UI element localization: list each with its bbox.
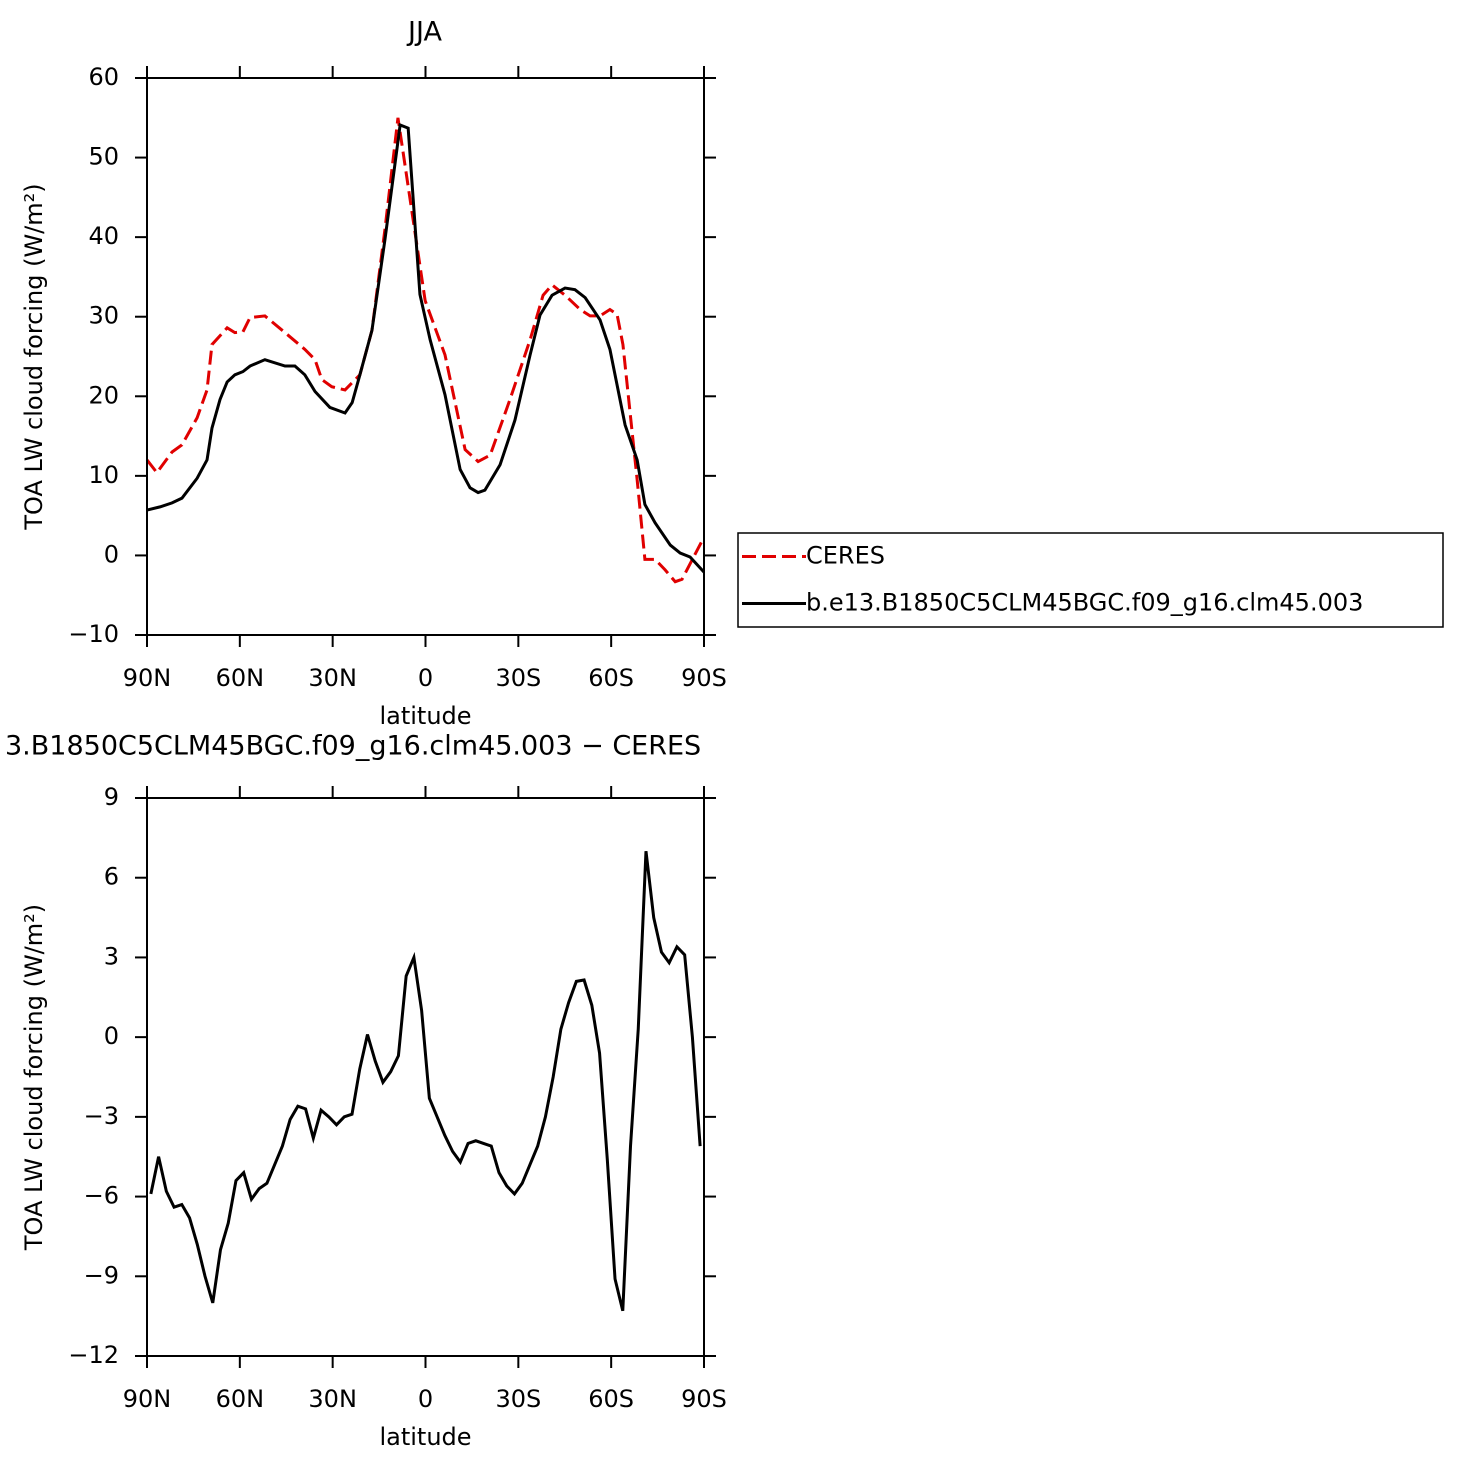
y-tick-label: 0 [104,540,119,568]
y-tick-label: −3 [84,1102,119,1130]
y-axis-label: TOA LW cloud forcing (W/m²) [20,904,48,1251]
x-tick-label: 30N [308,664,357,692]
legend-box [737,532,1444,628]
x-tick-label: 60N [216,1385,265,1413]
y-tick-label: 50 [88,143,119,171]
data-line [146,122,706,574]
y-tick-label: 0 [104,1022,119,1050]
y-tick-label: 40 [88,222,119,250]
y-tick-label: 20 [88,381,119,409]
legend-label: CERES [806,542,885,570]
chart-title: JJA [406,17,442,48]
x-tick-label: 90S [681,1385,727,1413]
y-tick-label: −12 [68,1341,119,1369]
y-tick-label: 30 [88,302,119,330]
x-tick-label: 0 [418,1385,433,1413]
x-tick-label: 60N [216,664,265,692]
x-tick-label: 0 [418,664,433,692]
plot-frame [146,77,705,636]
x-tick-label: 90S [681,664,727,692]
x-tick-label: 60S [588,664,634,692]
legend-label: b.e13.B1850C5CLM45BGC.f09_g16.clm45.003 [806,589,1363,617]
y-tick-label: 10 [88,461,119,489]
x-axis-label: latitude [379,702,471,730]
x-tick-label: 30S [495,1385,541,1413]
y-tick-label: −10 [68,620,119,648]
y-tick-label: −6 [84,1182,119,1210]
plot-frame [146,797,705,1357]
y-tick-label: 60 [88,63,119,91]
x-tick-label: 90N [123,1385,172,1413]
data-line [149,850,702,1312]
x-axis-label: latitude [379,1423,471,1451]
x-tick-label: 60S [588,1385,634,1413]
y-axis-label: TOA LW cloud forcing (W/m²) [20,183,48,530]
x-tick-label: 30S [495,664,541,692]
y-tick-label: 6 [104,863,119,891]
x-tick-label: 30N [308,1385,357,1413]
data-line [145,117,706,584]
y-tick-label: 3 [104,942,119,970]
chart-title: 3.B1850C5CLM45BGC.f09_g16.clm45.003 − CE… [5,731,701,762]
x-tick-label: 90N [123,664,172,692]
y-tick-label: 9 [104,783,119,811]
y-tick-label: −9 [84,1261,119,1289]
